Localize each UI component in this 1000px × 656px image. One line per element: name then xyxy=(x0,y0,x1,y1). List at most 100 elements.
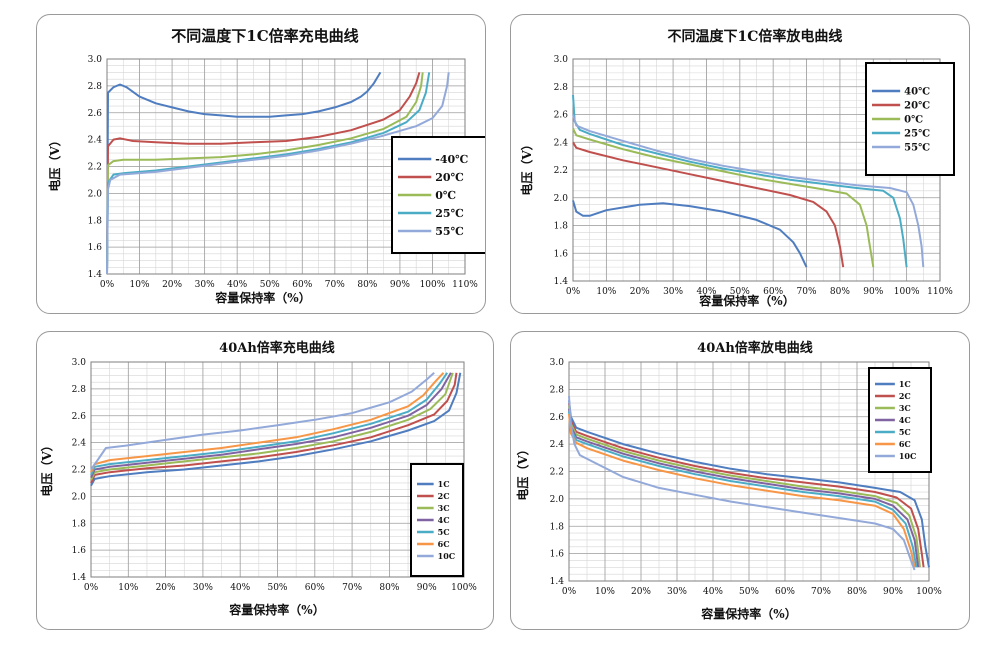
legend-label: 1C xyxy=(438,479,450,489)
x-tick-label: 90% xyxy=(390,280,410,290)
x-axis-label: 容量保持率（%） xyxy=(228,602,324,617)
legend-label: 25℃ xyxy=(435,207,464,220)
x-tick-label: 30% xyxy=(193,583,213,593)
y-tick-label: 1.8 xyxy=(554,222,569,232)
x-tick-label: 60% xyxy=(292,280,312,290)
y-tick-label: 2.4 xyxy=(88,136,103,146)
x-tick-label: 40% xyxy=(227,280,247,290)
x-tick-label: 80% xyxy=(847,587,867,597)
x-axis-label: 容量保持率（%） xyxy=(698,293,794,308)
y-tick-label: 2.8 xyxy=(72,385,87,395)
y-tick-label: 2.8 xyxy=(554,83,569,93)
x-tick-label: 100% xyxy=(916,587,942,597)
y-tick-label: 2.0 xyxy=(554,194,569,204)
y-tick-label: 2.2 xyxy=(550,468,564,478)
x-tick-label: 50% xyxy=(730,287,750,297)
panel-discharge-rate: 0% 10% 20% 30% 40% 50% 60% 70% 80% 90% 100% 1.4 1.6 1… xyxy=(510,331,970,630)
legend-label: 25℃ xyxy=(904,129,930,140)
legend-label: 4C xyxy=(438,515,450,525)
y-tick-label: 2.6 xyxy=(554,111,569,121)
series-line xyxy=(568,408,920,568)
x-tick-label: 20% xyxy=(156,583,176,593)
x-tick-label: 40% xyxy=(703,587,723,597)
y-tick-label: 1.4 xyxy=(72,573,87,583)
x-tick-label: 20% xyxy=(162,280,182,290)
chart-title: 40Ah倍率充电曲线 xyxy=(219,340,335,356)
series-line xyxy=(568,400,930,568)
y-tick-label: 2.2 xyxy=(72,466,86,476)
chart-title: 不同温度下1C倍率充电曲线 xyxy=(171,27,358,45)
x-tick-label: 40% xyxy=(696,287,716,297)
x-tick-label: 30% xyxy=(195,280,215,290)
y-tick-label: 3.0 xyxy=(72,358,87,368)
y-tick-label: 1.6 xyxy=(550,550,565,560)
x-tick-label: 30% xyxy=(663,287,683,297)
x-tick-label: 70% xyxy=(342,583,362,593)
series-line xyxy=(106,72,421,275)
series-line xyxy=(572,141,845,268)
series-line xyxy=(90,372,452,479)
legend-label: 2C xyxy=(899,391,911,401)
x-tick-label: 60% xyxy=(305,583,325,593)
x-tick-label: 100% xyxy=(451,583,477,593)
series-line xyxy=(106,72,450,275)
chart-title: 不同温度下1C倍率放电曲线 xyxy=(668,28,843,45)
x-axis-label: 容量保持率（%） xyxy=(214,290,310,305)
x-tick-label: 50% xyxy=(260,280,280,290)
x-tick-label: 90% xyxy=(883,587,903,597)
legend-label: 5C xyxy=(438,527,450,537)
legend-label: 20℃ xyxy=(904,101,930,112)
y-tick-label: 2.6 xyxy=(88,109,103,119)
legend-label: 3C xyxy=(899,403,911,413)
x-tick-label: 100% xyxy=(420,280,446,290)
series-line xyxy=(90,372,458,484)
x-tick-label: 0% xyxy=(566,287,581,297)
y-tick-label: 2.6 xyxy=(550,413,565,423)
x-tick-label: 60% xyxy=(763,287,783,297)
x-tick-label: 30% xyxy=(667,587,687,597)
series-line xyxy=(572,114,925,268)
legend-label: -40℃ xyxy=(435,153,468,166)
legend-label: 6C xyxy=(899,439,911,449)
series-line xyxy=(568,413,916,568)
chart-title: 40Ah倍率放电曲线 xyxy=(697,340,813,356)
x-tick-label: 90% xyxy=(417,583,437,593)
y-tick-label: 1.6 xyxy=(88,243,103,253)
panel-charge-rate: 0% 10% 20% 30% 40% 50% 60% 70% 80% 90% 100% 1.4 1.6 1… xyxy=(36,331,494,630)
x-tick-label: 60% xyxy=(775,587,795,597)
y-tick-label: 3.0 xyxy=(88,55,103,65)
x-tick-label: 70% xyxy=(797,287,817,297)
series-line xyxy=(572,95,908,268)
x-tick-label: 10% xyxy=(596,287,616,297)
series-line xyxy=(568,396,916,571)
series-line xyxy=(90,372,454,481)
series-line xyxy=(568,411,918,568)
legend-label: 6C xyxy=(438,539,450,549)
legend-label: 10C xyxy=(438,551,456,561)
y-tick-label: 2.6 xyxy=(72,412,87,422)
y-tick-label: 2.8 xyxy=(88,82,103,92)
series-line xyxy=(572,127,875,268)
legend-label: 20℃ xyxy=(435,171,464,184)
legend-label: 55℃ xyxy=(435,225,464,238)
series-line xyxy=(568,402,925,568)
y-tick-label: 1.8 xyxy=(550,522,565,532)
y-tick-label: 2.2 xyxy=(88,163,102,173)
y-tick-label: 3.0 xyxy=(550,358,565,368)
chart-charge-rate: 0% 10% 20% 30% 40% 50% 60% 70% 80% 90% 100% 1.4 1.6 1… xyxy=(39,340,477,617)
legend-label: 0℃ xyxy=(435,189,456,202)
legend-label: 4C xyxy=(899,415,911,425)
x-axis-label: 容量保持率（%） xyxy=(700,606,796,621)
x-tick-label: 40% xyxy=(230,583,250,593)
series-line xyxy=(90,372,462,487)
legend-label: 55℃ xyxy=(904,143,930,154)
x-tick-label: 110% xyxy=(927,287,953,297)
y-tick-label: 1.4 xyxy=(550,577,565,587)
y-axis-label: 电压（V） xyxy=(47,134,62,191)
x-tick-label: 70% xyxy=(325,280,345,290)
y-tick-label: 1.8 xyxy=(88,216,103,226)
legend-label: 0℃ xyxy=(904,115,923,126)
y-tick-label: 2.2 xyxy=(554,166,568,176)
x-tick-label: 80% xyxy=(379,583,399,593)
x-tick-label: 20% xyxy=(631,587,651,597)
